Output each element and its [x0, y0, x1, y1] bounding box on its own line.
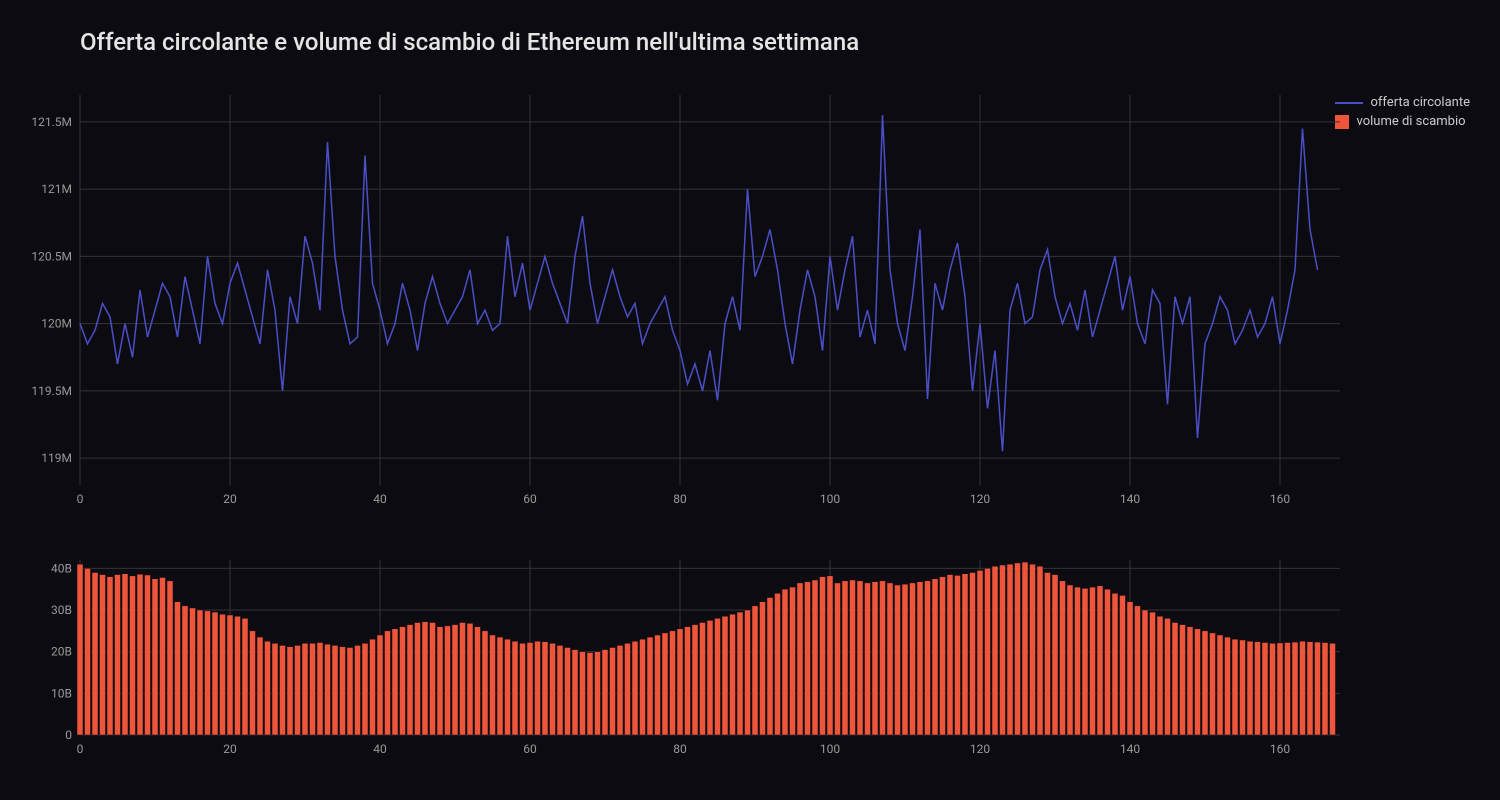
- svg-text:40: 40: [373, 492, 387, 506]
- svg-text:0: 0: [77, 492, 84, 506]
- chart-title: Offerta circolante e volume di scambio d…: [80, 28, 859, 56]
- svg-text:119.5M: 119.5M: [31, 384, 72, 398]
- legend: offerta circolante volume di scambio: [1335, 95, 1471, 133]
- svg-text:120: 120: [970, 742, 990, 756]
- svg-text:60: 60: [523, 742, 537, 756]
- legend-item-line: offerta circolante: [1335, 95, 1471, 110]
- svg-text:30B: 30B: [51, 603, 72, 617]
- svg-text:140: 140: [1120, 492, 1140, 506]
- svg-text:0: 0: [65, 728, 72, 742]
- svg-text:121.5M: 121.5M: [31, 115, 72, 129]
- svg-text:20: 20: [223, 742, 237, 756]
- svg-text:121M: 121M: [41, 182, 72, 196]
- svg-text:160: 160: [1270, 492, 1290, 506]
- svg-text:120M: 120M: [41, 317, 72, 331]
- legend-item-bar: volume di scambio: [1335, 114, 1471, 129]
- svg-text:100: 100: [820, 742, 840, 756]
- svg-text:119M: 119M: [41, 451, 72, 465]
- bar-chart-panel: 010B20B30B40B020406080100120140160: [80, 560, 1340, 765]
- svg-text:120: 120: [970, 492, 990, 506]
- svg-text:20: 20: [223, 492, 237, 506]
- svg-text:140: 140: [1120, 742, 1140, 756]
- svg-text:40B: 40B: [51, 561, 72, 575]
- svg-text:160: 160: [1270, 742, 1290, 756]
- legend-line-label: offerta circolante: [1371, 95, 1471, 110]
- legend-bar-label: volume di scambio: [1357, 114, 1466, 129]
- svg-text:120.5M: 120.5M: [31, 249, 72, 263]
- svg-text:10B: 10B: [51, 686, 72, 700]
- svg-text:40: 40: [373, 742, 387, 756]
- svg-text:20B: 20B: [51, 645, 72, 659]
- svg-text:0: 0: [77, 742, 84, 756]
- svg-text:60: 60: [523, 492, 537, 506]
- chart-container: Offerta circolante e volume di scambio d…: [0, 0, 1500, 800]
- line-chart-panel: 020406080100120140160119M119.5M120M120.5…: [80, 95, 1340, 515]
- svg-text:80: 80: [673, 492, 687, 506]
- svg-text:100: 100: [820, 492, 840, 506]
- svg-text:80: 80: [673, 742, 687, 756]
